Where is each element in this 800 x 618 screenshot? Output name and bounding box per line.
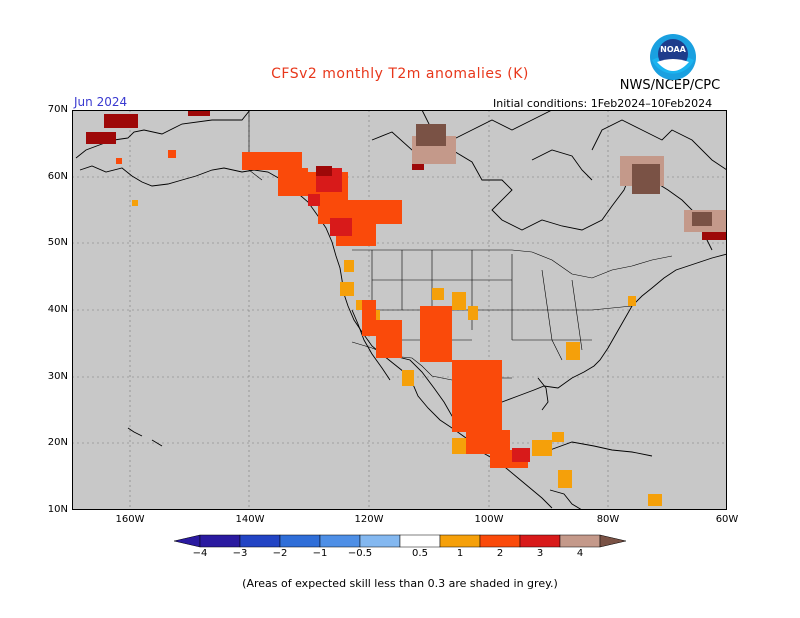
- map-frame: [72, 110, 727, 510]
- anomaly-cells-05-1: [132, 200, 662, 506]
- anomaly-cells-4-plus: [412, 136, 727, 232]
- colorbar-label-m05: −0.5: [347, 548, 373, 559]
- colorbar-label-2: 2: [496, 548, 504, 559]
- anomaly-cells-above-4: [416, 124, 712, 226]
- lat-label-30n: 30N: [47, 371, 68, 382]
- lat-label-50n: 50N: [47, 237, 68, 248]
- footnote: (Areas of expected skill less than 0.3 a…: [242, 577, 558, 590]
- chart-title: CFSv2 monthly T2m anomalies (K): [271, 66, 529, 82]
- map-gridlines: [72, 110, 727, 510]
- initial-conditions: Initial conditions: 1Feb2024–10Feb2024: [493, 97, 713, 110]
- colorbar-label-m2: −2: [272, 548, 288, 559]
- lon-label-120w: 120W: [354, 514, 384, 525]
- anomaly-map: [72, 110, 727, 510]
- lon-label-80w: 80W: [596, 514, 620, 525]
- lat-label-70n: 70N: [47, 104, 68, 115]
- noaa-logo: NOAA: [650, 34, 696, 80]
- anomaly-cells-3-4: [86, 110, 727, 240]
- colorbar-label-05: 0.5: [412, 548, 428, 559]
- colorbar-label-3: 3: [536, 548, 544, 559]
- lat-label-10n: 10N: [47, 504, 68, 515]
- org-label: NWS/NCEP/CPC: [619, 78, 721, 93]
- lon-label-60w: 60W: [715, 514, 739, 525]
- anomaly-cells: [86, 110, 727, 506]
- forecast-month: Jun 2024: [74, 95, 128, 109]
- noaa-logo-text: NOAA: [660, 45, 686, 54]
- colorbar-label-1: 1: [456, 548, 464, 559]
- lon-label-160w: 160W: [115, 514, 145, 525]
- lat-label-60n: 60N: [47, 171, 68, 182]
- colorbar-label-m1: −1: [312, 548, 328, 559]
- colorbar-label-m4: −4: [192, 548, 208, 559]
- colorbar: [174, 534, 627, 548]
- colorbar-label-m3: −3: [232, 548, 248, 559]
- colorbar-label-4: 4: [576, 548, 584, 559]
- lat-label-40n: 40N: [47, 304, 68, 315]
- lat-label-20n: 20N: [47, 437, 68, 448]
- lon-label-140w: 140W: [235, 514, 265, 525]
- lon-label-100w: 100W: [474, 514, 504, 525]
